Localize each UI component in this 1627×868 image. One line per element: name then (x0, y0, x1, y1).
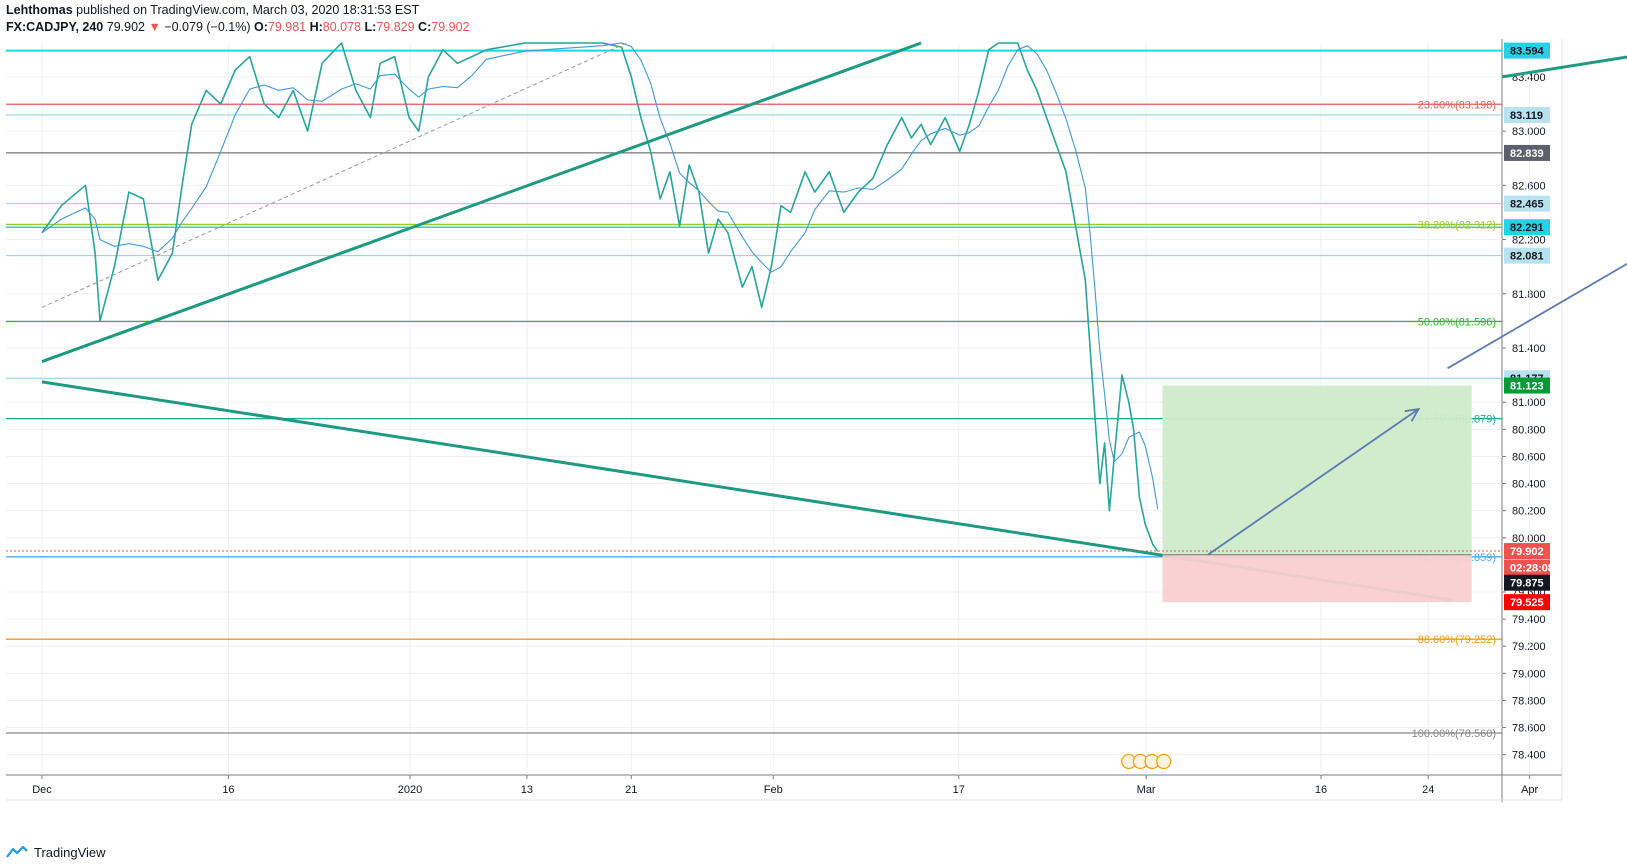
symbol-line: FX:CADJPY, 240 79.902 ▼ −0.079 (−0.1%) O… (6, 19, 1627, 36)
x-tick-label: Apr (1521, 784, 1538, 796)
x-tick-label: 16 (222, 784, 234, 796)
high-label: H: (309, 20, 323, 34)
projection-arrow-1-head (1404, 407, 1421, 422)
price-tag-label: 02:28:08 (1510, 563, 1554, 575)
projection-arrow-2-shaft (1447, 262, 1627, 370)
price-tag-label: 79.525 (1510, 597, 1544, 609)
footer-brand: TradingView (6, 838, 106, 866)
symbol-label[interactable]: FX:CADJPY, 240 (6, 20, 104, 34)
price-tag-label: 79.875 (1510, 578, 1544, 590)
y-tick-label: 82.200 (1512, 235, 1546, 247)
close-label: C: (418, 20, 432, 34)
price-tag-box (1504, 42, 1550, 59)
price-tag-box (1504, 144, 1550, 161)
fib-anchor-dashed-line (41, 42, 627, 308)
fib-level-label: 50.00%(81.596) (1418, 316, 1496, 328)
y-tick-label: 80.200 (1512, 506, 1546, 518)
y-tick-label: 79.200 (1512, 641, 1546, 653)
x-tick-label: 2020 (398, 784, 422, 796)
price-tag-label: 81.123 (1510, 381, 1544, 393)
price-tag-label: 83.594 (1510, 46, 1545, 58)
y-tick-label: 81.800 (1512, 289, 1546, 301)
y-tick-label: 80.800 (1512, 424, 1546, 436)
open-value: 79.981 (267, 20, 307, 34)
x-tick-label: 13 (521, 784, 533, 796)
fib-level-label: 23.60%(83.198) (1418, 99, 1496, 111)
descending-trend-line (1501, 55, 1627, 79)
tradingview-brand[interactable]: TradingView (34, 844, 106, 860)
price-tag-box (1504, 543, 1550, 560)
low-label: L: (364, 20, 377, 34)
tradingview-logo-icon (6, 845, 28, 858)
event-marker-icon (1156, 753, 1172, 770)
x-tick-label: 16 (1315, 784, 1327, 796)
y-tick-label: 81.000 (1512, 397, 1546, 409)
chart-header: Lehthomas published on TradingView.com, … (6, 2, 1627, 40)
y-tick-label: 78.600 (1512, 723, 1546, 735)
price-tag-box (1504, 247, 1550, 264)
close-value: 79.902 (431, 20, 470, 34)
author-name[interactable]: Lehthomas (6, 3, 73, 17)
change-down-icon: ▼ (148, 20, 161, 34)
price-tag-box (1504, 594, 1550, 611)
x-tick-label: Mar (1137, 784, 1156, 796)
price-series-line (41, 42, 1159, 552)
y-tick-label: 80.400 (1512, 479, 1546, 491)
x-tick-label: 17 (953, 784, 965, 796)
fib-level-label: 88.60%(79.252) (1418, 634, 1496, 646)
y-tick-label: 78.400 (1512, 750, 1546, 762)
price-tag-box (1504, 106, 1550, 123)
price-tag-label: 82.081 (1510, 251, 1544, 263)
y-tick-label: 79.400 (1512, 614, 1546, 626)
price-change: −0.079 (−0.1%) (164, 20, 251, 34)
y-tick-label: 81.400 (1512, 343, 1546, 355)
y-tick-label: 83.000 (1512, 126, 1546, 138)
last-price: 79.902 (106, 20, 145, 34)
price-tag-box (1504, 574, 1550, 591)
upper-trend-line (41, 41, 922, 363)
published-info: published on TradingView.com, March 03, … (76, 3, 420, 17)
y-tick-label: 79.000 (1512, 668, 1546, 680)
y-tick-label: 78.800 (1512, 695, 1546, 707)
price-tag-box (1504, 559, 1550, 576)
x-tick-label: Feb (764, 784, 783, 796)
high-value: 80.078 (322, 20, 362, 34)
price-tag-label: 82.839 (1510, 148, 1544, 160)
y-tick-label: 82.600 (1512, 180, 1546, 192)
x-tick-label: 24 (1422, 784, 1434, 796)
x-tick-label: Dec (32, 784, 52, 796)
fib-level-label: 38.20%(82.312) (1418, 219, 1496, 231)
publish-line: Lehthomas published on TradingView.com, … (6, 2, 1627, 19)
moving-average-line (41, 42, 1159, 510)
price-tag-box (1504, 377, 1550, 394)
price-tag-label: 82.465 (1510, 199, 1544, 211)
position-profit-zone (1162, 385, 1472, 555)
y-tick-label: 80.600 (1512, 451, 1546, 463)
x-tick-label: 21 (625, 784, 637, 796)
price-tag-box (1504, 219, 1550, 236)
price-tag-label: 82.291 (1510, 222, 1544, 234)
low-value: 79.829 (376, 20, 415, 34)
price-tag-label: 83.119 (1510, 110, 1543, 122)
y-tick-label: 80.000 (1512, 533, 1546, 545)
open-label: O: (253, 20, 268, 34)
projection-arrow-1-shaft (1207, 408, 1420, 556)
fib-level-label: 100.00%(78.560) (1412, 728, 1496, 740)
position-loss-zone (1162, 554, 1472, 603)
price-tag-box (1504, 195, 1550, 212)
price-tag-label: 79.902 (1510, 546, 1544, 558)
